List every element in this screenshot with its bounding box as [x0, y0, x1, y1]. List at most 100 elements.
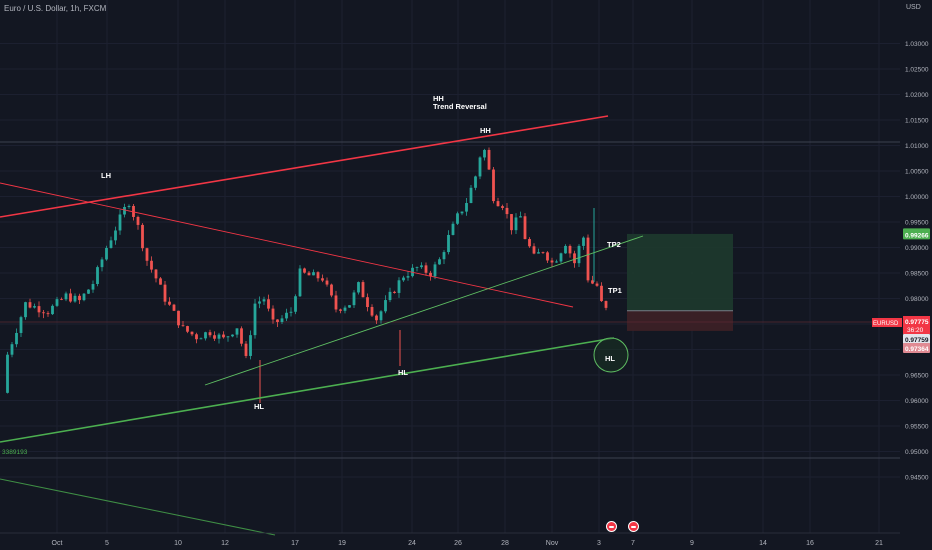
descending-trendline[interactable]	[0, 182, 574, 308]
candle-body	[321, 278, 324, 281]
y-tick-label: 1.01000	[905, 143, 929, 150]
x-tick-label: 19	[338, 540, 346, 547]
symbol-title[interactable]: Euro / U.S. Dollar, 1h, FXCM	[4, 4, 107, 13]
support-trendline[interactable]	[0, 337, 615, 443]
y-tick-label: 1.01500	[905, 118, 929, 125]
candle-body	[559, 253, 563, 262]
candle-body	[604, 301, 608, 308]
target-zone	[627, 233, 733, 311]
candle-body	[366, 297, 369, 308]
candle-body	[55, 299, 59, 306]
x-tick-label: 9	[690, 540, 694, 547]
candle-body	[154, 269, 158, 279]
target-price-tag: 0.99266	[905, 232, 929, 239]
candle-body	[424, 265, 428, 273]
x-tick-label: 10	[174, 540, 182, 547]
candle-body	[213, 335, 216, 339]
entry-price-tag-bg	[903, 334, 930, 344]
x-tick-label: Nov	[546, 540, 559, 547]
candle-body	[357, 282, 360, 293]
candle-body	[568, 245, 572, 254]
candle-body	[316, 272, 320, 279]
candle-body	[555, 261, 558, 263]
x-tick-label: 14	[759, 540, 767, 547]
stop-zone	[627, 310, 733, 331]
candle-body	[118, 214, 122, 231]
candle-body	[181, 325, 185, 327]
candle-body	[33, 306, 36, 308]
candle-body	[348, 305, 351, 308]
x-tick-label: 16	[806, 540, 814, 547]
candle-body	[159, 278, 162, 285]
candle-body	[451, 223, 455, 235]
current-price-tag-bg	[903, 316, 930, 334]
x-tick-label: Oct	[52, 540, 63, 547]
x-tick-label: 28	[501, 540, 509, 547]
candle-body	[208, 332, 212, 336]
candle-body	[240, 328, 243, 344]
candle-body	[541, 252, 545, 254]
y-tick-label: 0.99500	[905, 220, 929, 227]
y-tick-label: 0.95500	[905, 424, 929, 431]
candle-body	[163, 284, 167, 302]
candle-body	[172, 304, 176, 311]
candle-body	[276, 319, 279, 322]
y-tick-label: 0.94500	[905, 475, 929, 482]
candle-body	[64, 293, 68, 300]
economic-event-icon[interactable]	[628, 521, 639, 532]
candle-body	[519, 216, 522, 218]
candle-body	[280, 318, 284, 322]
price-axis[interactable]	[900, 0, 932, 550]
candle-body	[325, 280, 329, 285]
candle-body	[123, 206, 126, 215]
resistance-trendline[interactable]	[0, 115, 609, 218]
hl-label: HL	[254, 402, 264, 411]
y-tick-label: 0.98500	[905, 271, 929, 278]
candle-body	[523, 216, 527, 240]
tp1-label: TP1	[608, 286, 622, 295]
candle-body	[37, 306, 41, 313]
trend-reversal-label: Trend Reversal	[433, 102, 487, 111]
symbol-tag-bg	[872, 318, 902, 327]
candle-body	[60, 299, 63, 300]
candle-body	[235, 328, 239, 335]
candle-body	[573, 253, 576, 264]
candle-body	[339, 309, 342, 311]
candle-body	[442, 252, 446, 260]
lower-trendline[interactable]	[0, 478, 276, 536]
tp2-label: TP2	[607, 240, 621, 249]
candle-body	[249, 335, 252, 356]
candle-body	[465, 203, 468, 212]
candle-body	[105, 247, 108, 260]
candle-body	[91, 284, 95, 290]
candle-body	[514, 217, 518, 231]
candle-body	[244, 343, 248, 356]
candle-body	[406, 276, 410, 278]
candle-body	[433, 264, 437, 277]
x-tick-label: 26	[454, 540, 462, 547]
hl-label: HL	[398, 368, 408, 377]
x-tick-label: 3	[597, 540, 601, 547]
candle-body	[334, 295, 338, 310]
candle-body	[402, 277, 405, 281]
candle-body	[447, 234, 450, 253]
candle-body	[361, 282, 365, 298]
candle-body	[496, 201, 500, 207]
candle-body	[294, 296, 297, 312]
candle-body	[600, 285, 603, 302]
y-tick-label: 0.96000	[905, 398, 929, 405]
y-tick-label: 1.02500	[905, 67, 929, 74]
economic-event-icon[interactable]	[606, 521, 617, 532]
candle-body	[343, 307, 347, 311]
candle-body	[478, 157, 482, 177]
ascending-trendline[interactable]	[204, 235, 644, 386]
x-tick-label: 12	[221, 540, 229, 547]
candle-body	[460, 211, 464, 214]
candle-body	[217, 334, 221, 339]
candle-body	[141, 224, 144, 249]
candle-body	[469, 187, 473, 204]
candle-body	[42, 312, 45, 314]
candle-body	[352, 292, 356, 306]
candle-body	[87, 289, 90, 294]
